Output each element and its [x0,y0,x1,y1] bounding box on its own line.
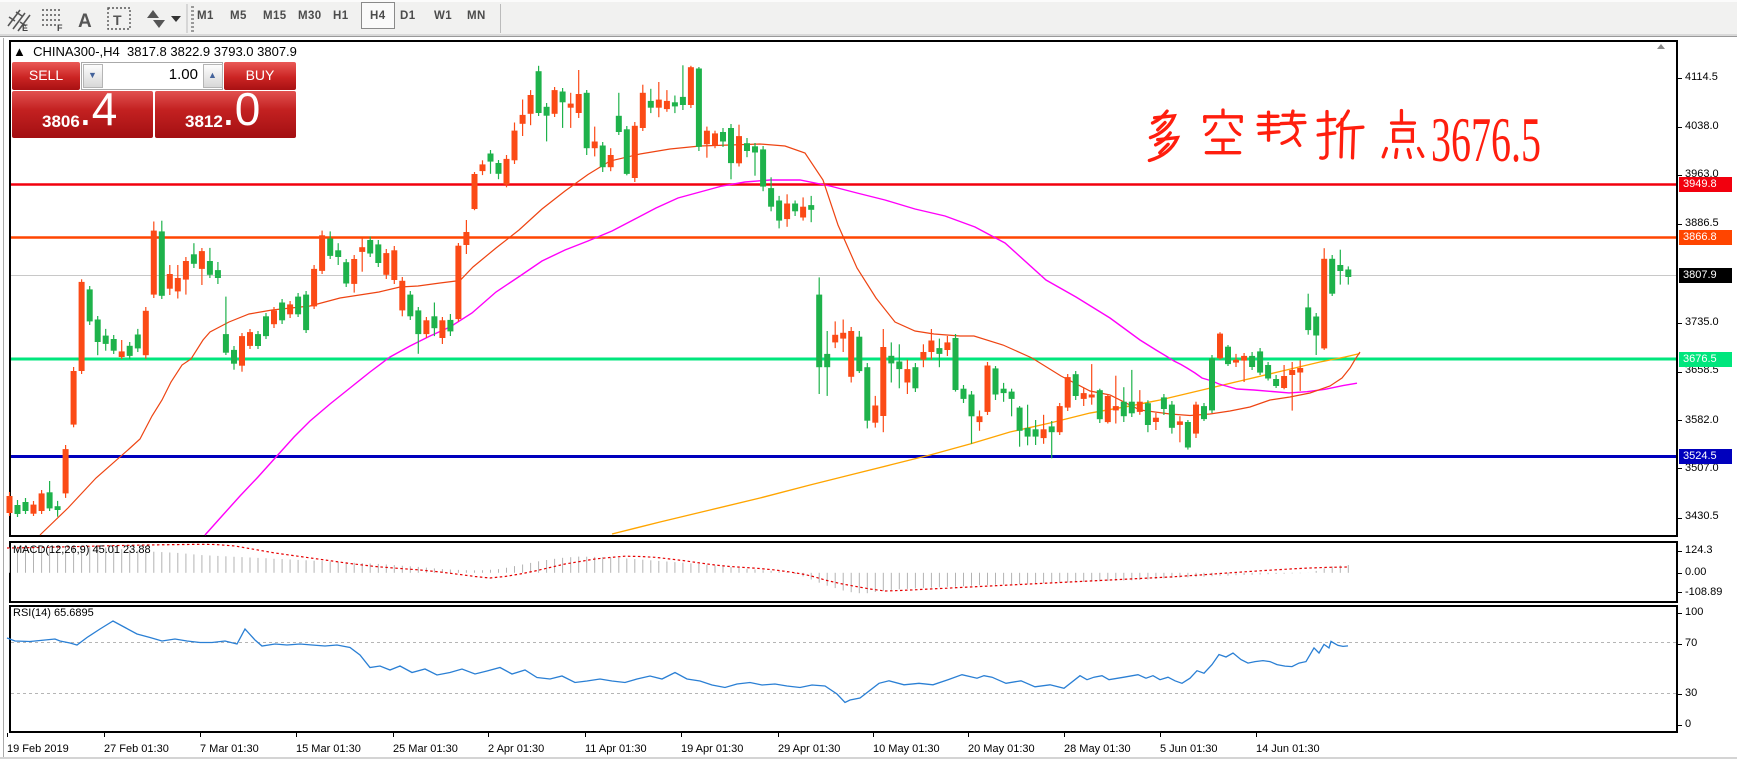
svg-text:F: F [57,23,63,33]
svg-text:T: T [113,12,122,28]
svg-text:A: A [78,11,92,32]
svg-text:E: E [22,23,28,33]
svg-text:3676.5: 3676.5 [1431,104,1541,175]
